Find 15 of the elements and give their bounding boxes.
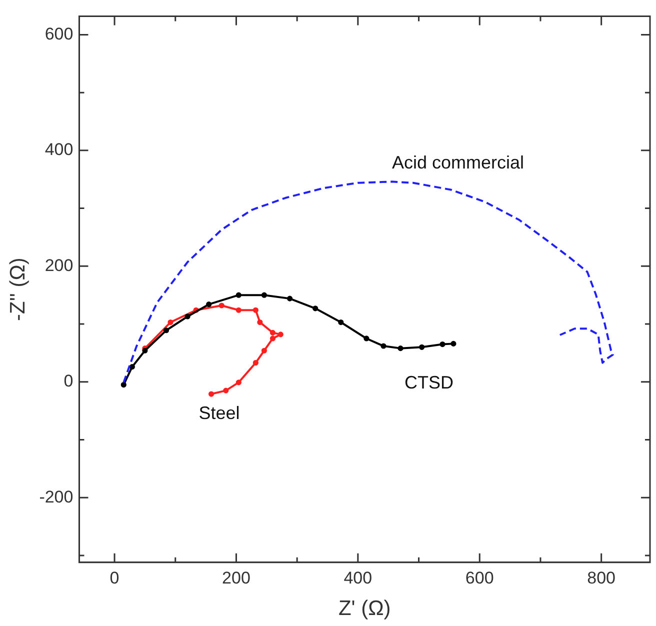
y-tick-label: 200 xyxy=(44,256,74,275)
x-tick-label: 600 xyxy=(465,568,494,588)
y-axis-title: -Z'' (Ω) xyxy=(6,258,30,321)
x-tick-label: 0 xyxy=(110,568,120,588)
y-tick-label: -200 xyxy=(39,487,74,506)
series-label: CTSD xyxy=(404,372,454,393)
x-tick-label: 800 xyxy=(587,568,616,588)
y-tick-label: 400 xyxy=(44,140,74,160)
series-label: Acid commercial xyxy=(392,152,524,173)
y-tick-label: 600 xyxy=(44,24,74,44)
series-label: Steel xyxy=(198,402,240,423)
x-tick-label: 400 xyxy=(344,568,372,588)
x-axis-title: Z' (Ω) xyxy=(338,597,391,620)
x-tick-label: 200 xyxy=(222,568,250,588)
y-tick-label: 0 xyxy=(64,372,74,391)
